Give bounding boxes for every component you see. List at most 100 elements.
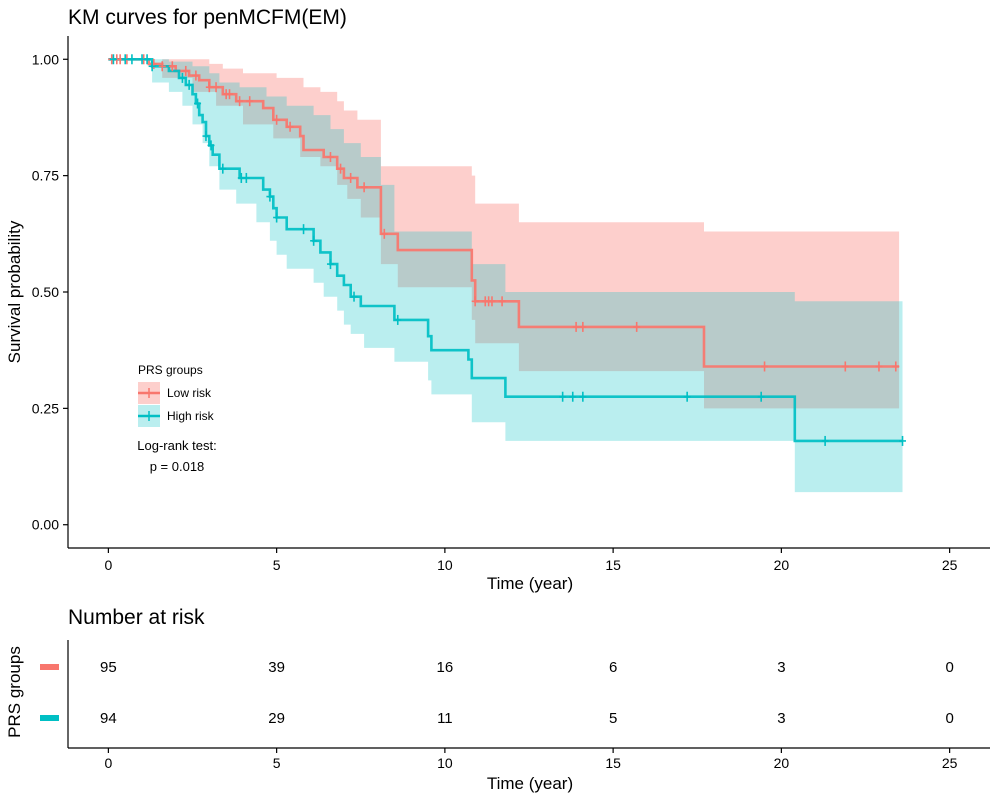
censor-mark-high-risk <box>148 61 156 72</box>
risk-group-key-high <box>40 715 59 721</box>
censor-mark-low-risk <box>488 296 496 307</box>
censor-mark-high-risk <box>579 391 587 402</box>
risk-x-tick-label: 15 <box>605 755 621 771</box>
censor-mark-high-risk <box>559 391 567 402</box>
censor-mark-high-risk <box>266 191 274 202</box>
at-risk-low-risk: 39 <box>268 659 285 676</box>
censor-mark-low-risk <box>182 65 190 76</box>
censor-mark-low-risk <box>236 96 244 107</box>
censor-mark-high-risk <box>350 291 358 302</box>
censor-mark-high-risk <box>109 54 117 65</box>
censor-mark-low-risk <box>326 152 334 163</box>
censor-mark-high-risk <box>757 391 765 402</box>
at-risk-high-risk: 0 <box>945 710 953 727</box>
censor-mark-low-risk <box>205 82 213 93</box>
x-tick-label: 0 <box>104 557 112 573</box>
risk-table-x-title: Time (year) <box>487 774 573 793</box>
censor-mark-high-risk <box>121 54 129 65</box>
censor-mark-low-risk <box>875 361 883 372</box>
censor-mark-high-risk <box>207 140 215 151</box>
censor-mark-high-risk <box>194 98 202 109</box>
y-tick-label: 0.75 <box>32 168 59 184</box>
km-curve-low-risk <box>108 57 900 368</box>
x-tick-label: 20 <box>774 557 790 573</box>
y-tick-label: 0.00 <box>32 517 59 533</box>
censor-mark-high-risk <box>202 131 210 142</box>
censor-mark-low-risk <box>337 163 345 174</box>
censor-mark-high-risk <box>273 212 281 223</box>
censor-mark-low-risk <box>498 296 506 307</box>
censor-mark-high-risk <box>143 54 151 65</box>
censor-mark-low-risk <box>192 70 200 81</box>
ci-band-low-risk <box>108 59 900 409</box>
censor-mark-low-risk <box>226 89 234 100</box>
censor-mark-low-risk <box>212 82 220 93</box>
censor-mark-low-risk <box>380 228 388 239</box>
risk-x-tick-label: 0 <box>104 755 112 771</box>
legend-label-high-risk: High risk <box>167 409 215 423</box>
censor-mark-low-risk <box>158 61 166 72</box>
x-tick-label: 10 <box>437 557 453 573</box>
legend-title: PRS groups <box>138 363 203 377</box>
at-risk-high-risk: 29 <box>268 710 285 727</box>
censor-mark-low-risk <box>841 361 849 372</box>
risk-x-tick-label: 10 <box>437 755 453 771</box>
censor-mark-low-risk <box>572 321 580 332</box>
risk-group-key-low <box>40 664 59 670</box>
censor-mark-low-risk <box>246 96 254 107</box>
at-risk-high-risk: 94 <box>100 710 117 727</box>
at-risk-low-risk: 16 <box>437 659 454 676</box>
censor-mark-high-risk <box>394 314 402 325</box>
censor-mark-low-risk <box>273 114 281 125</box>
censor-mark-high-risk <box>242 172 250 183</box>
at-risk-low-risk: 6 <box>609 659 617 676</box>
at-risk-low-risk: 0 <box>945 659 953 676</box>
x-axis-title: Time (year) <box>487 574 573 593</box>
censor-mark-low-risk <box>761 361 769 372</box>
risk-x-tick-label: 5 <box>273 755 281 771</box>
y-axis-title: Survival probability <box>5 220 24 363</box>
chart-title: KM curves for penMCFM(EM) <box>68 6 347 29</box>
risk-table-title: Number at risk <box>68 606 205 629</box>
censor-mark-high-risk <box>899 435 907 446</box>
censor-mark-high-risk <box>128 54 136 65</box>
censor-mark-low-risk <box>360 182 368 193</box>
at-risk-high-risk: 11 <box>437 710 453 727</box>
main-axes: 0.00 0.25 0.50 0.75 1.00 0 5 10 15 20 25 <box>32 36 990 573</box>
logrank-pvalue: p = 0.018 <box>150 459 205 474</box>
risk-table-y-title: PRS groups <box>5 646 24 738</box>
logrank-label: Log-rank test: <box>137 438 217 453</box>
censor-mark-high-risk <box>326 259 334 270</box>
censor-mark-high-risk <box>569 391 577 402</box>
y-tick-label: 0.50 <box>32 284 59 300</box>
x-tick-label: 5 <box>273 557 281 573</box>
censor-mark-low-risk <box>892 361 900 372</box>
x-tick-label: 25 <box>942 557 958 573</box>
censor-mark-low-risk <box>633 321 641 332</box>
y-tick-label: 0.25 <box>32 400 59 416</box>
censor-mark-low-risk <box>579 321 587 332</box>
censor-mark-high-risk <box>300 224 308 235</box>
censor-mark-low-risk <box>286 121 294 132</box>
risk-table-axes: 0 5 10 15 20 25 <box>67 640 990 771</box>
x-tick-label: 15 <box>605 557 621 573</box>
ci-band-high-risk <box>108 59 903 493</box>
censor-mark-low-risk <box>168 61 176 72</box>
survival-curves <box>108 57 903 443</box>
legend: PRS groups Low risk High risk <box>138 363 215 427</box>
confidence-bands <box>108 59 903 493</box>
censor-mark-high-risk <box>178 72 186 83</box>
at-risk-high-risk: 3 <box>777 710 785 727</box>
legend-label-low-risk: Low risk <box>167 386 212 400</box>
censor-mark-high-risk <box>185 79 193 90</box>
risk-x-tick-label: 25 <box>942 755 958 771</box>
censor-mark-high-risk <box>683 391 691 402</box>
at-risk-high-risk: 5 <box>609 710 617 727</box>
censor-marks <box>108 54 907 446</box>
censor-mark-high-risk <box>310 235 318 246</box>
y-tick-label: 1.00 <box>32 51 59 67</box>
at-risk-low-risk: 3 <box>777 659 785 676</box>
censor-mark-low-risk <box>471 296 479 307</box>
risk-table-values: 95 39 16 6 3 0 94 29 11 5 3 0 <box>100 659 954 727</box>
